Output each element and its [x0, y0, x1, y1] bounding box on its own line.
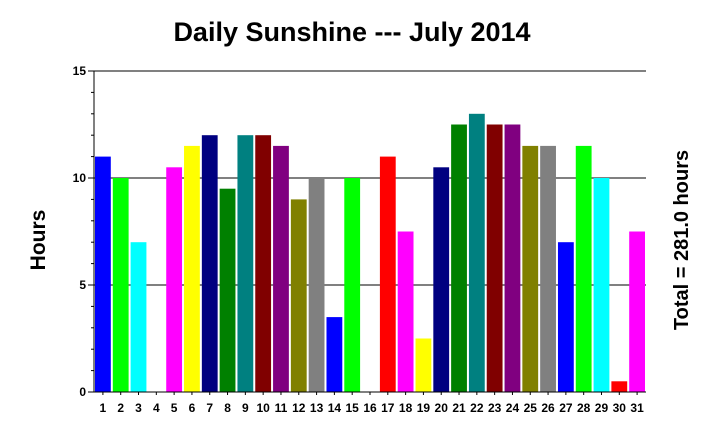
- x-tick-label: 4: [153, 401, 160, 415]
- bar-day-18: [397, 231, 414, 392]
- x-tick-label: 29: [595, 401, 609, 415]
- x-tick-label: 9: [242, 401, 249, 415]
- bar-day-31: [629, 231, 645, 392]
- x-tick-label: 21: [452, 401, 466, 415]
- x-tick-label: 26: [541, 401, 555, 415]
- x-tick-label: 8: [224, 401, 231, 415]
- bar-day-23: [486, 124, 503, 392]
- x-tick-label: 12: [292, 401, 306, 415]
- x-tick-label: 14: [328, 401, 342, 415]
- bars: [95, 113, 645, 393]
- x-tick-label: 20: [435, 401, 449, 415]
- x-tick-label: 2: [117, 401, 124, 415]
- bar-day-10: [255, 135, 272, 392]
- x-tick-label: 1: [100, 401, 107, 415]
- y-tick-label: 10: [73, 171, 87, 185]
- x-tick-label: 11: [275, 401, 288, 415]
- bar-day-24: [504, 124, 521, 392]
- bar-day-2: [112, 178, 129, 392]
- bar-day-20: [433, 167, 450, 392]
- y-tick-label: 0: [79, 385, 86, 399]
- bar-day-12: [290, 199, 307, 392]
- bar-day-9: [237, 135, 254, 392]
- y-tick-label: 15: [73, 64, 87, 78]
- x-tick-label: 16: [363, 401, 377, 415]
- x-tick-label: 18: [399, 401, 413, 415]
- x-tick-label: 31: [630, 401, 644, 415]
- y-tick-labels: 0 5 10 15: [73, 64, 87, 399]
- axes: [88, 70, 646, 395]
- bar-day-1: [95, 156, 111, 392]
- bar-day-25: [522, 145, 539, 392]
- bar-day-6: [184, 145, 200, 392]
- x-tick-label: 27: [559, 401, 573, 415]
- bar-day-3: [130, 242, 147, 392]
- x-tick-label: 19: [417, 401, 431, 415]
- x-tick-label: 17: [381, 401, 395, 415]
- x-tick-label: 13: [310, 401, 324, 415]
- chart-title: Daily Sunshine --- July 2014: [173, 17, 530, 47]
- bar-day-15: [344, 178, 361, 392]
- total-hours-label: Total = 281.0 hours: [671, 150, 693, 330]
- bar-day-30: [611, 381, 628, 392]
- y-axis-label: Hours: [27, 210, 50, 271]
- x-tick-label: 15: [346, 401, 360, 415]
- x-tick-labels: 1 2 3 4 5 6 7 8 9 10 11 12 13 14 15 16 17 18 19 20 21 22 23 24 2…: [100, 401, 645, 415]
- bar-day-22: [468, 113, 485, 393]
- bar-day-13: [308, 178, 325, 392]
- bar-day-29: [593, 178, 610, 392]
- bar-day-17: [379, 156, 396, 392]
- bar-day-5: [166, 167, 183, 392]
- bar-day-27: [557, 242, 574, 392]
- x-tick-label: 6: [189, 401, 196, 415]
- bar-day-11: [273, 145, 289, 392]
- x-tick-label: 24: [506, 401, 520, 415]
- bar-day-21: [451, 124, 467, 392]
- x-tick-label: 10: [256, 401, 270, 415]
- x-tick-label: 5: [171, 401, 178, 415]
- bar-day-28: [575, 145, 592, 392]
- bar-day-8: [219, 188, 236, 392]
- bar-day-7: [201, 135, 218, 392]
- x-tick-label: 7: [206, 401, 213, 415]
- x-tick-label: 23: [488, 401, 502, 415]
- bar-day-19: [415, 338, 432, 392]
- x-tick-label: 25: [524, 401, 538, 415]
- y-tick-label: 5: [79, 278, 86, 292]
- x-tick-label: 28: [577, 401, 591, 415]
- x-tick-label: 22: [470, 401, 484, 415]
- bar-day-14: [326, 317, 343, 392]
- x-tick-label: 30: [613, 401, 627, 415]
- bar-day-26: [540, 145, 556, 392]
- x-tick-label: 3: [135, 401, 142, 415]
